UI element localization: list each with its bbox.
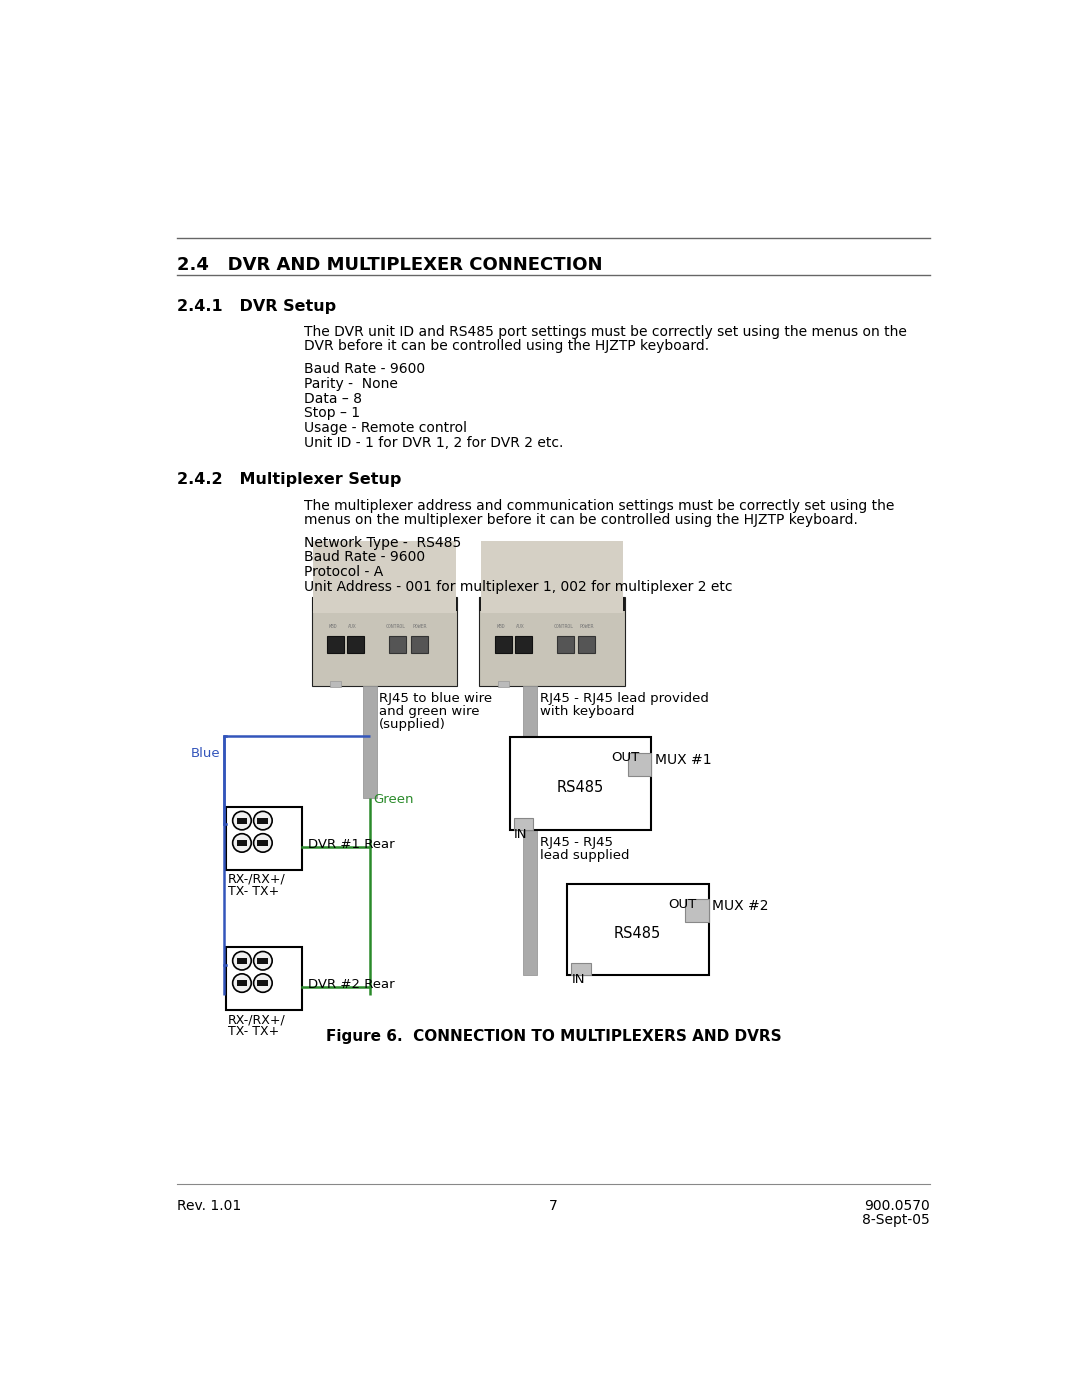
Text: 2.4.1   DVR Setup: 2.4.1 DVR Setup [177,299,336,313]
Text: CONTROL: CONTROL [387,624,406,629]
Text: RX-/RX+/: RX-/RX+/ [228,873,286,886]
Bar [495,636,512,652]
Text: KBD: KBD [328,624,337,629]
Text: RX-/RX+/: RX-/RX+/ [228,1013,286,1027]
Text: TX- TX+: TX- TX+ [228,1024,280,1038]
Circle shape [254,951,272,970]
Text: Unit ID - 1 for DVR 1, 2 for DVR 2 etc.: Unit ID - 1 for DVR 1, 2 for DVR 2 etc. [303,436,564,450]
Text: 2.4   DVR AND MULTIPLEXER CONNECTION: 2.4 DVR AND MULTIPLEXER CONNECTION [177,256,603,274]
Text: AUX: AUX [515,624,524,629]
Text: OUT: OUT [611,752,639,764]
Bar [556,636,573,652]
Text: MUX #2: MUX #2 [713,900,769,914]
Bar [515,636,531,652]
Text: The DVR unit ID and RS485 port settings must be correctly set using the menus on: The DVR unit ID and RS485 port settings … [303,326,907,339]
Text: 2.4.2   Multiplexer Setup: 2.4.2 Multiplexer Setup [177,472,402,486]
Bar [227,806,301,870]
Circle shape [232,834,252,852]
Text: menus on the multiplexer before it can be controlled using the HJZTP keyboard.: menus on the multiplexer before it can b… [303,513,858,527]
Bar [313,541,456,613]
Bar [567,884,708,975]
Text: lead supplied: lead supplied [540,849,629,862]
Text: Baud Rate - 9600: Baud Rate - 9600 [303,362,426,376]
Bar [480,598,625,610]
Bar [571,963,591,975]
Bar [481,541,623,613]
Text: RJ45 to blue wire: RJ45 to blue wire [379,692,492,705]
Bar [498,682,509,687]
Bar [330,682,341,687]
Text: DVR #1 Rear: DVR #1 Rear [308,838,394,851]
Text: Network Type -  RS485: Network Type - RS485 [303,535,461,549]
Text: 8-Sept-05: 8-Sept-05 [863,1214,930,1228]
Text: and green wire: and green wire [379,705,480,718]
Text: IN: IN [514,828,527,841]
Text: Usage - Remote control: Usage - Remote control [303,420,467,434]
Bar [327,636,345,652]
Bar [389,636,406,652]
Text: TX- TX+: TX- TX+ [228,884,280,897]
Bar [227,947,301,1010]
Text: MUX #1: MUX #1 [656,753,712,767]
Text: AUX: AUX [348,624,356,629]
Bar [237,817,247,824]
Bar [510,738,651,830]
Bar [257,817,268,824]
Text: Stop – 1: Stop – 1 [303,407,360,420]
Text: Baud Rate - 9600: Baud Rate - 9600 [303,550,426,564]
Text: RS485: RS485 [613,926,661,940]
Text: with keyboard: with keyboard [540,705,634,718]
Bar [480,598,625,686]
Circle shape [232,812,252,830]
Circle shape [254,834,272,852]
Text: Figure 6.  CONNECTION TO MULTIPLEXERS AND DVRS: Figure 6. CONNECTION TO MULTIPLEXERS AND… [326,1028,781,1044]
Text: RJ45 - RJ45: RJ45 - RJ45 [540,835,612,849]
Bar [348,636,364,652]
Text: Parity -  None: Parity - None [303,377,397,391]
Text: Blue: Blue [191,746,220,760]
Text: 900.0570: 900.0570 [864,1200,930,1214]
Bar [578,636,595,652]
Circle shape [232,951,252,970]
Bar [312,598,458,686]
Text: DVR #2 Rear: DVR #2 Rear [308,978,394,990]
Bar [627,753,651,775]
Bar [524,686,537,975]
Text: DVR before it can be controlled using the HJZTP keyboard.: DVR before it can be controlled using th… [303,339,710,353]
Bar [363,686,377,798]
Text: Unit Address - 001 for multiplexer 1, 002 for multiplexer 2 etc: Unit Address - 001 for multiplexer 1, 00… [303,580,732,594]
Bar [312,598,458,610]
Bar [257,979,268,986]
Bar [410,636,428,652]
Circle shape [232,974,252,992]
Text: CONTROL: CONTROL [554,624,573,629]
Bar [237,958,247,964]
Bar [237,840,247,847]
Text: Data – 8: Data – 8 [303,391,362,405]
Bar [257,840,268,847]
Bar [257,958,268,964]
Text: Protocol - A: Protocol - A [303,564,383,578]
Circle shape [254,812,272,830]
Text: POWER: POWER [580,624,594,629]
Text: 7: 7 [549,1200,558,1214]
Text: KBD: KBD [496,624,504,629]
Text: OUT: OUT [669,898,697,911]
Text: RJ45 - RJ45 lead provided: RJ45 - RJ45 lead provided [540,692,708,705]
Text: IN: IN [571,974,585,986]
Text: Green: Green [374,793,415,806]
Bar [237,979,247,986]
Text: RS485: RS485 [556,780,604,795]
Circle shape [254,974,272,992]
Text: Rev. 1.01: Rev. 1.01 [177,1200,241,1214]
Text: The multiplexer address and communication settings must be correctly set using t: The multiplexer address and communicatio… [303,499,894,513]
Bar [685,900,708,922]
Text: (supplied): (supplied) [379,718,446,731]
Text: POWER: POWER [413,624,427,629]
Bar [514,819,534,830]
